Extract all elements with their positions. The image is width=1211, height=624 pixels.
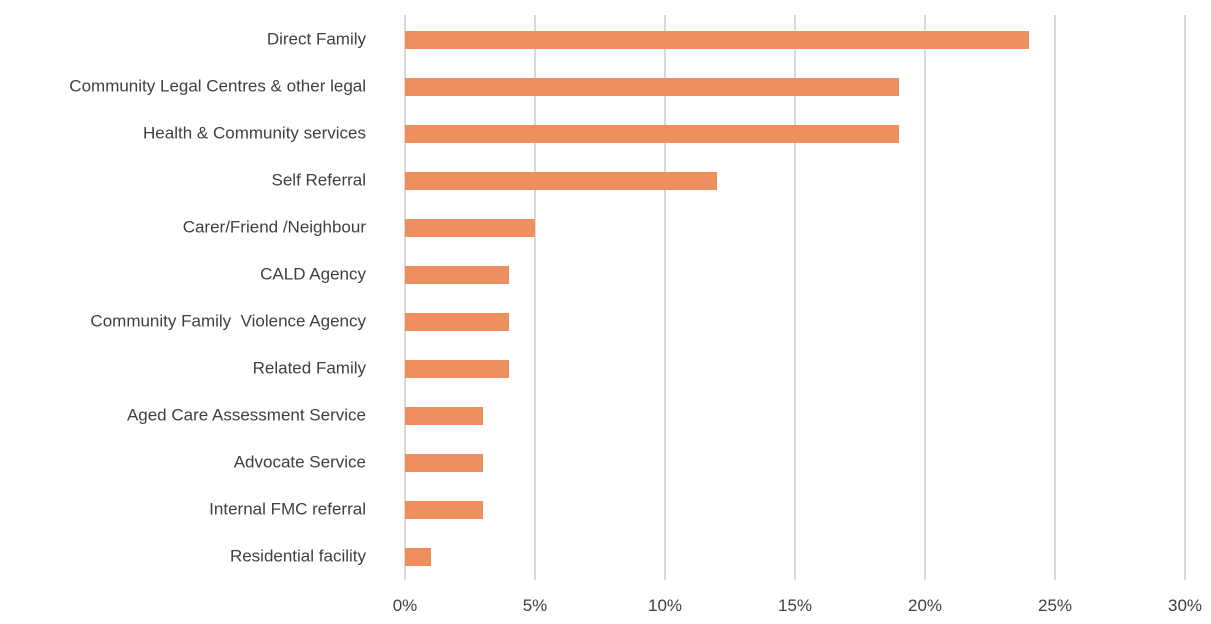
category-label: Self Referral bbox=[272, 170, 366, 189]
category-label: Health & Community services bbox=[143, 123, 366, 142]
category-label: CALD Agency bbox=[260, 264, 366, 283]
grid-lines bbox=[404, 15, 1186, 580]
x-tick-labels: 0% 5% 10% 15% 20% 25% 30% bbox=[393, 596, 1202, 615]
bar bbox=[405, 313, 509, 331]
bar bbox=[405, 78, 899, 96]
category-label: Advocate Service bbox=[234, 452, 366, 471]
category-label: Carer/Friend /Neighbour bbox=[183, 217, 367, 236]
bar bbox=[405, 548, 431, 566]
category-label: Residential facility bbox=[230, 546, 367, 565]
bars bbox=[405, 31, 1029, 566]
bar bbox=[405, 219, 535, 237]
category-label: Community Legal Centres & other legal bbox=[69, 76, 366, 95]
bar bbox=[405, 31, 1029, 49]
bar bbox=[405, 125, 899, 143]
bar bbox=[405, 266, 509, 284]
bar bbox=[405, 407, 483, 425]
category-label: Community Family Violence Agency bbox=[90, 311, 366, 330]
category-label: Direct Family bbox=[267, 29, 367, 48]
bar bbox=[405, 360, 509, 378]
category-label: Aged Care Assessment Service bbox=[127, 405, 366, 424]
x-tick-label: 30% bbox=[1168, 596, 1202, 615]
x-tick-label: 20% bbox=[908, 596, 942, 615]
bar bbox=[405, 501, 483, 519]
bar bbox=[405, 454, 483, 472]
x-tick-label: 10% bbox=[648, 596, 682, 615]
x-tick-label: 0% bbox=[393, 596, 418, 615]
category-labels: Direct Family Community Legal Centres & o… bbox=[69, 29, 366, 565]
category-label: Related Family bbox=[253, 358, 367, 377]
x-tick-label: 15% bbox=[778, 596, 812, 615]
x-tick-label: 5% bbox=[523, 596, 548, 615]
category-label: Internal FMC referral bbox=[209, 499, 366, 518]
bar bbox=[405, 172, 717, 190]
x-tick-label: 25% bbox=[1038, 596, 1072, 615]
